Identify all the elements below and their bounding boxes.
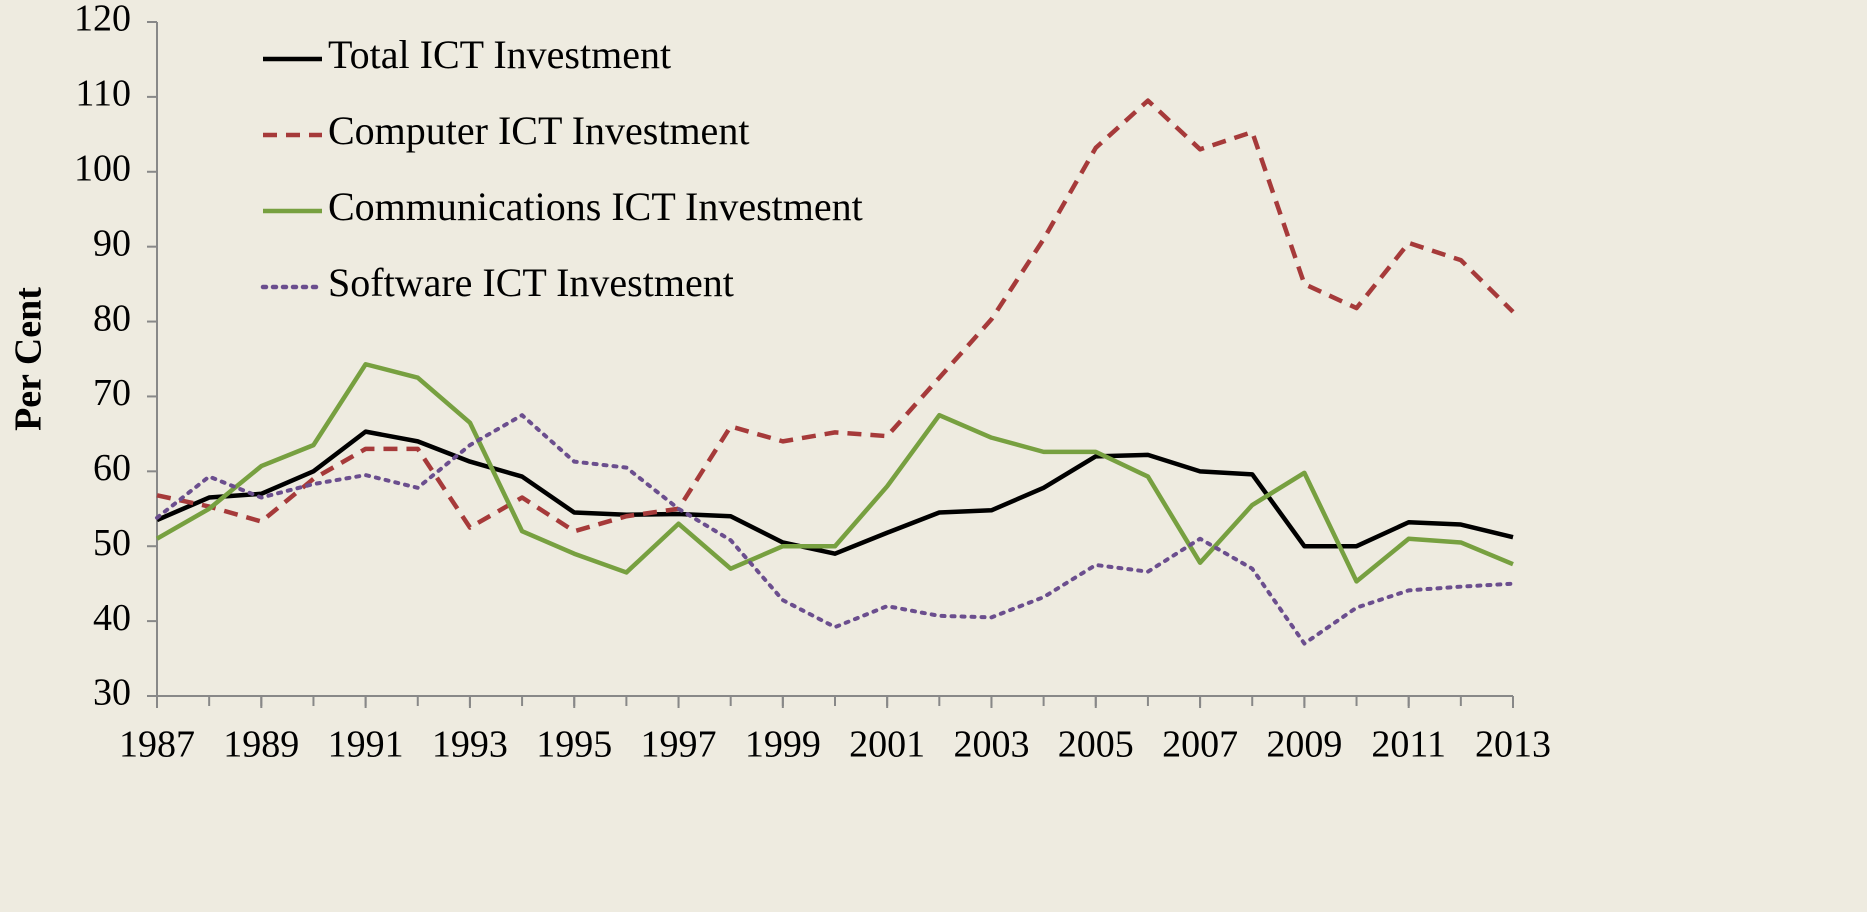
x-tick-label: 2013 (1475, 724, 1551, 766)
y-tick-label: 50 (93, 522, 131, 564)
y-tick-label: 80 (93, 297, 131, 339)
x-tick-label: 1991 (328, 724, 404, 766)
x-tick-label: 2007 (1162, 724, 1238, 766)
y-tick-label: 30 (93, 672, 131, 714)
x-tick-label: 2005 (1058, 724, 1134, 766)
x-tick-label: 2011 (1371, 724, 1446, 766)
legend-label: Computer ICT Investment (328, 108, 749, 153)
x-tick-label: 1995 (536, 724, 612, 766)
y-tick-label: 100 (74, 147, 131, 189)
x-tick-label: 2003 (953, 724, 1029, 766)
y-tick-label: 110 (75, 73, 131, 115)
x-tick-label: 1999 (745, 724, 821, 766)
y-tick-label: 40 (93, 597, 131, 639)
legend: Total ICT Investment Computer ICT Investm… (260, 32, 863, 305)
x-tick-label: 1987 (119, 724, 195, 766)
series-line (155, 361, 1514, 584)
x-tick-label: 1997 (641, 724, 717, 766)
y-axis-label: Per Cent (8, 287, 50, 431)
series-line (156, 429, 1514, 556)
y-tick-label: 60 (93, 447, 131, 489)
series-line (155, 413, 1515, 646)
x-tick-label: 2009 (1266, 724, 1342, 766)
x-tick-label: 2001 (849, 724, 925, 766)
series-line (156, 98, 1515, 534)
y-tick-label: 70 (93, 372, 131, 414)
legend-label: Total ICT Investment (328, 32, 671, 77)
legend-label: Software ICT Investment (328, 260, 734, 305)
y-tick-label: 90 (93, 222, 131, 264)
x-tick-label: 1993 (432, 724, 508, 766)
x-tick-label: 1989 (223, 724, 299, 766)
y-tick-label: 120 (74, 0, 131, 40)
legend-label: Communications ICT Investment (328, 184, 863, 229)
